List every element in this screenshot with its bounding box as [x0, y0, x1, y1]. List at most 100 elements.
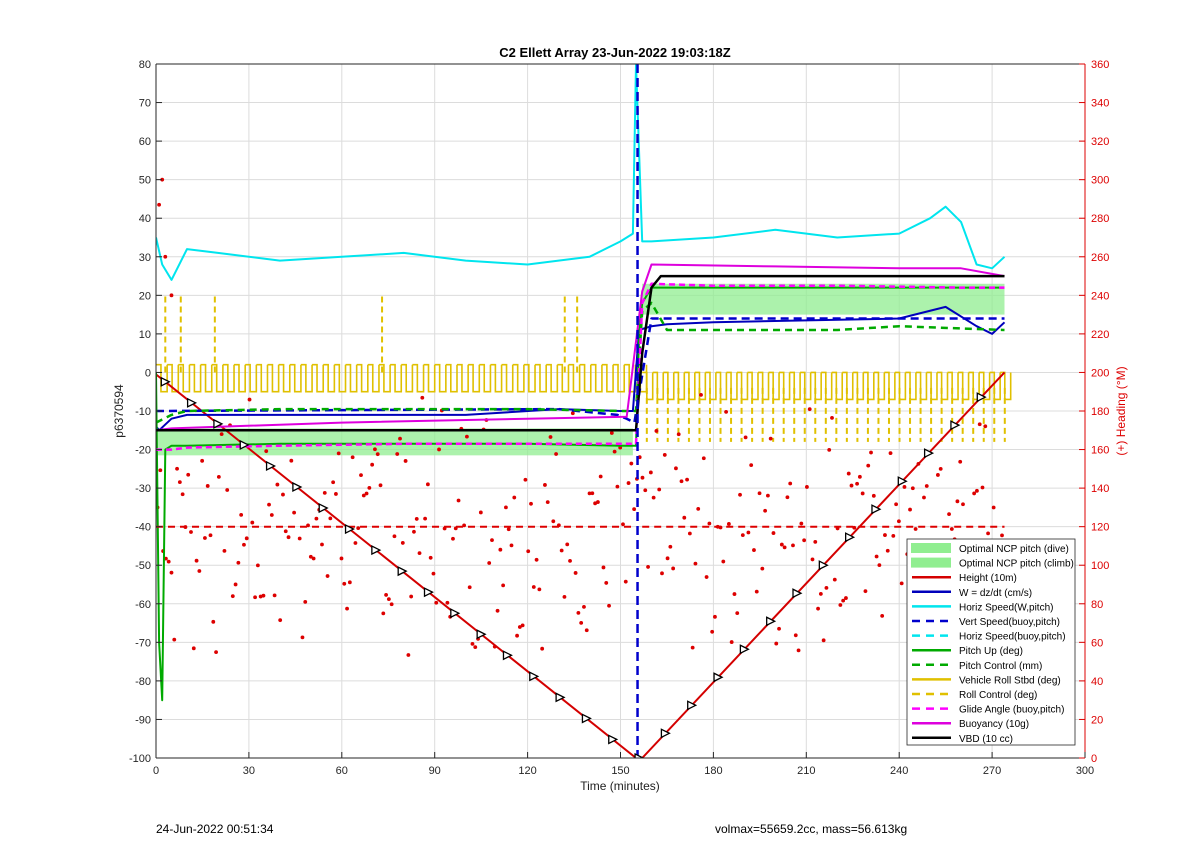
height-marker — [371, 545, 382, 556]
y2-tick-label: 320 — [1091, 136, 1109, 148]
heading-point — [936, 473, 940, 477]
heading-point — [331, 480, 336, 485]
heading-point — [660, 571, 664, 576]
ncp-band-climb — [642, 283, 1005, 315]
heading-point — [545, 500, 550, 505]
heading-point — [913, 527, 918, 531]
heading-point — [604, 581, 609, 585]
heading-point — [760, 566, 765, 571]
height-marker — [976, 392, 987, 403]
heading-point — [420, 395, 425, 400]
x-axis-label: Time (minutes) — [580, 779, 660, 793]
heading-point — [958, 459, 963, 464]
heading-point — [467, 585, 472, 590]
heading-point — [788, 481, 793, 486]
y2-axis-label: (+) Heading (°M) — [1114, 366, 1128, 455]
heading-point — [612, 449, 617, 454]
series-line — [156, 274, 1005, 432]
heading-point — [520, 623, 525, 628]
heading-point — [805, 485, 809, 489]
legend-swatch — [911, 557, 951, 568]
heading-point — [409, 594, 414, 599]
chart-title: C2 Ellett Array 23-Jun-2022 19:03:18Z — [499, 45, 731, 60]
x-tick-label: 30 — [243, 765, 255, 777]
x-tick-label: 90 — [429, 765, 441, 777]
y-tick-label: -70 — [135, 637, 151, 649]
heading-point — [977, 422, 982, 427]
height-marker — [818, 560, 829, 571]
heading-point — [267, 502, 271, 507]
heading-point — [860, 491, 865, 496]
heading-point — [551, 519, 556, 524]
heading-point — [272, 593, 277, 598]
heading-point — [665, 556, 670, 561]
heading-point — [370, 462, 375, 467]
y-tick-label: -90 — [135, 714, 151, 726]
heading-point — [216, 474, 221, 479]
heading-point — [796, 648, 801, 653]
heading-point — [802, 538, 807, 543]
legend-swatch — [911, 543, 951, 553]
heading-point — [980, 485, 985, 490]
legend-label: Height (10m) — [959, 573, 1017, 584]
heading-point — [523, 477, 528, 482]
heading-point — [389, 602, 394, 607]
heading-point — [261, 593, 266, 598]
y-tick-label: -30 — [135, 483, 151, 495]
axes: 0 30 60 90 120 150 180 210 240 270 300-100-90-80-7… — [129, 59, 1109, 777]
x-tick-label: 210 — [797, 765, 815, 777]
legend-label: Horiz Speed(buoy,pitch) — [959, 632, 1066, 643]
x-tick-label: 60 — [336, 765, 348, 777]
heading-point — [253, 595, 257, 600]
heading-point — [668, 544, 673, 549]
height-marker — [766, 616, 777, 627]
heading-point — [671, 566, 676, 571]
heading-point — [157, 202, 161, 207]
heading-point — [726, 522, 731, 526]
heading-point — [478, 510, 483, 515]
heading-point — [908, 507, 912, 512]
heading-point — [434, 600, 439, 605]
heading-point — [423, 516, 428, 521]
heading-point — [425, 482, 430, 487]
heading-point — [643, 488, 648, 493]
heading-point — [648, 470, 653, 475]
heading-point — [924, 484, 929, 488]
heading-point — [311, 556, 316, 561]
heading-point — [754, 589, 759, 594]
height-marker — [529, 671, 540, 682]
legend-label: Optimal NCP pitch (climb) — [959, 559, 1074, 570]
heading-point — [615, 484, 620, 489]
y2-tick-label: 20 — [1091, 714, 1103, 726]
height-marker — [397, 566, 408, 577]
heading-point — [506, 527, 511, 532]
y-tick-label: -100 — [129, 753, 151, 765]
heading-point — [598, 474, 603, 479]
heading-point — [233, 582, 238, 587]
legend-label: Horiz Speed(W,pitch) — [959, 602, 1053, 613]
heading-point — [902, 485, 907, 489]
heading-point — [896, 519, 901, 524]
height-marker — [239, 439, 250, 450]
heading-point — [949, 527, 954, 531]
heading-point — [286, 535, 291, 540]
heading-point — [838, 603, 843, 607]
heading-point — [607, 603, 611, 608]
legend-label: Vehicle Roll Stbd (deg) — [959, 675, 1061, 686]
heading-point — [883, 533, 887, 537]
x-tick-label: 0 — [153, 765, 159, 777]
legend-label: Glide Angle (buoy,pitch) — [959, 705, 1064, 716]
y2-tick-label: 260 — [1091, 252, 1109, 264]
y-tick-label: 60 — [139, 136, 151, 148]
heading-point — [470, 641, 475, 646]
series-line — [156, 317, 1005, 424]
ncp-band-dive — [156, 428, 633, 456]
heading-point — [373, 447, 377, 452]
heading-point — [529, 501, 533, 506]
heading-point — [749, 463, 754, 468]
heading-point — [582, 604, 586, 609]
height-marker — [897, 476, 908, 487]
series-line — [156, 305, 1006, 432]
heading-point — [746, 530, 751, 535]
y2-tick-label: 220 — [1091, 329, 1109, 341]
